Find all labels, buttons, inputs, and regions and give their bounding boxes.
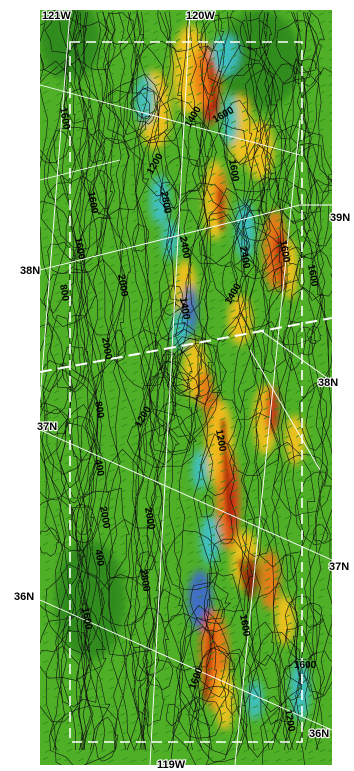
contour-label: 1400	[177, 297, 192, 321]
contour-label: 1600	[226, 159, 241, 183]
wind-vectors	[42, 10, 332, 763]
contour-label: 1600	[277, 240, 292, 264]
contour-label: 1600	[305, 264, 320, 288]
contour-label: 1200	[213, 429, 228, 453]
contour-label: 2000	[142, 507, 157, 531]
contour-label: 400	[92, 549, 106, 568]
lat-label-36n-left: 36N	[14, 591, 34, 603]
contour-label: 1600	[79, 607, 94, 631]
lon-label-120w: 120W	[186, 10, 215, 22]
contour-label: 2000	[97, 506, 112, 530]
contour-label: 2800	[137, 569, 152, 593]
lat-label-39n-right: 39N	[330, 212, 350, 224]
contour-label: 2000	[115, 274, 130, 298]
graticule	[39, 11, 333, 766]
coordinate-labels: 121W 120W 119W 38N 37N 36N 39N 38N 37N 3…	[13, 9, 351, 771]
contour-label: 1600	[72, 237, 87, 261]
lat-label-37n-right: 37N	[329, 561, 349, 573]
contour-label: 800	[92, 401, 106, 420]
lon-label-119w: 119W	[157, 759, 186, 771]
contour-label: 800	[57, 284, 71, 303]
contour-label: 2400	[177, 236, 192, 260]
contour-label: 2800	[158, 191, 173, 215]
lon-label-121w: 121W	[42, 10, 71, 22]
contour-label: 400	[92, 459, 106, 478]
contour-label: 1600	[237, 614, 252, 638]
lat-label-38n-right: 38N	[318, 377, 338, 389]
lat-label-37n-left: 37N	[37, 421, 57, 433]
contour-label: 1600	[57, 107, 72, 131]
lat-label-36n-right: 36N	[309, 728, 329, 740]
contour-lines	[40, 10, 332, 765]
contour-label: 1200	[282, 709, 297, 733]
domain-boxes	[39, 41, 333, 743]
contour-label: 1600	[294, 660, 317, 671]
contour-label: 2000	[99, 337, 114, 361]
contour-label: 2400	[237, 246, 252, 270]
contour-label: 1600	[85, 191, 100, 215]
lat-label-38n-left: 38N	[20, 265, 40, 277]
